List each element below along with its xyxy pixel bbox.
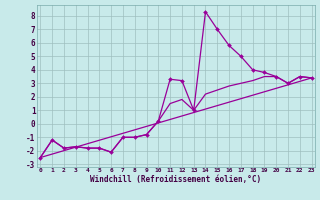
X-axis label: Windchill (Refroidissement éolien,°C): Windchill (Refroidissement éolien,°C)	[91, 175, 261, 184]
